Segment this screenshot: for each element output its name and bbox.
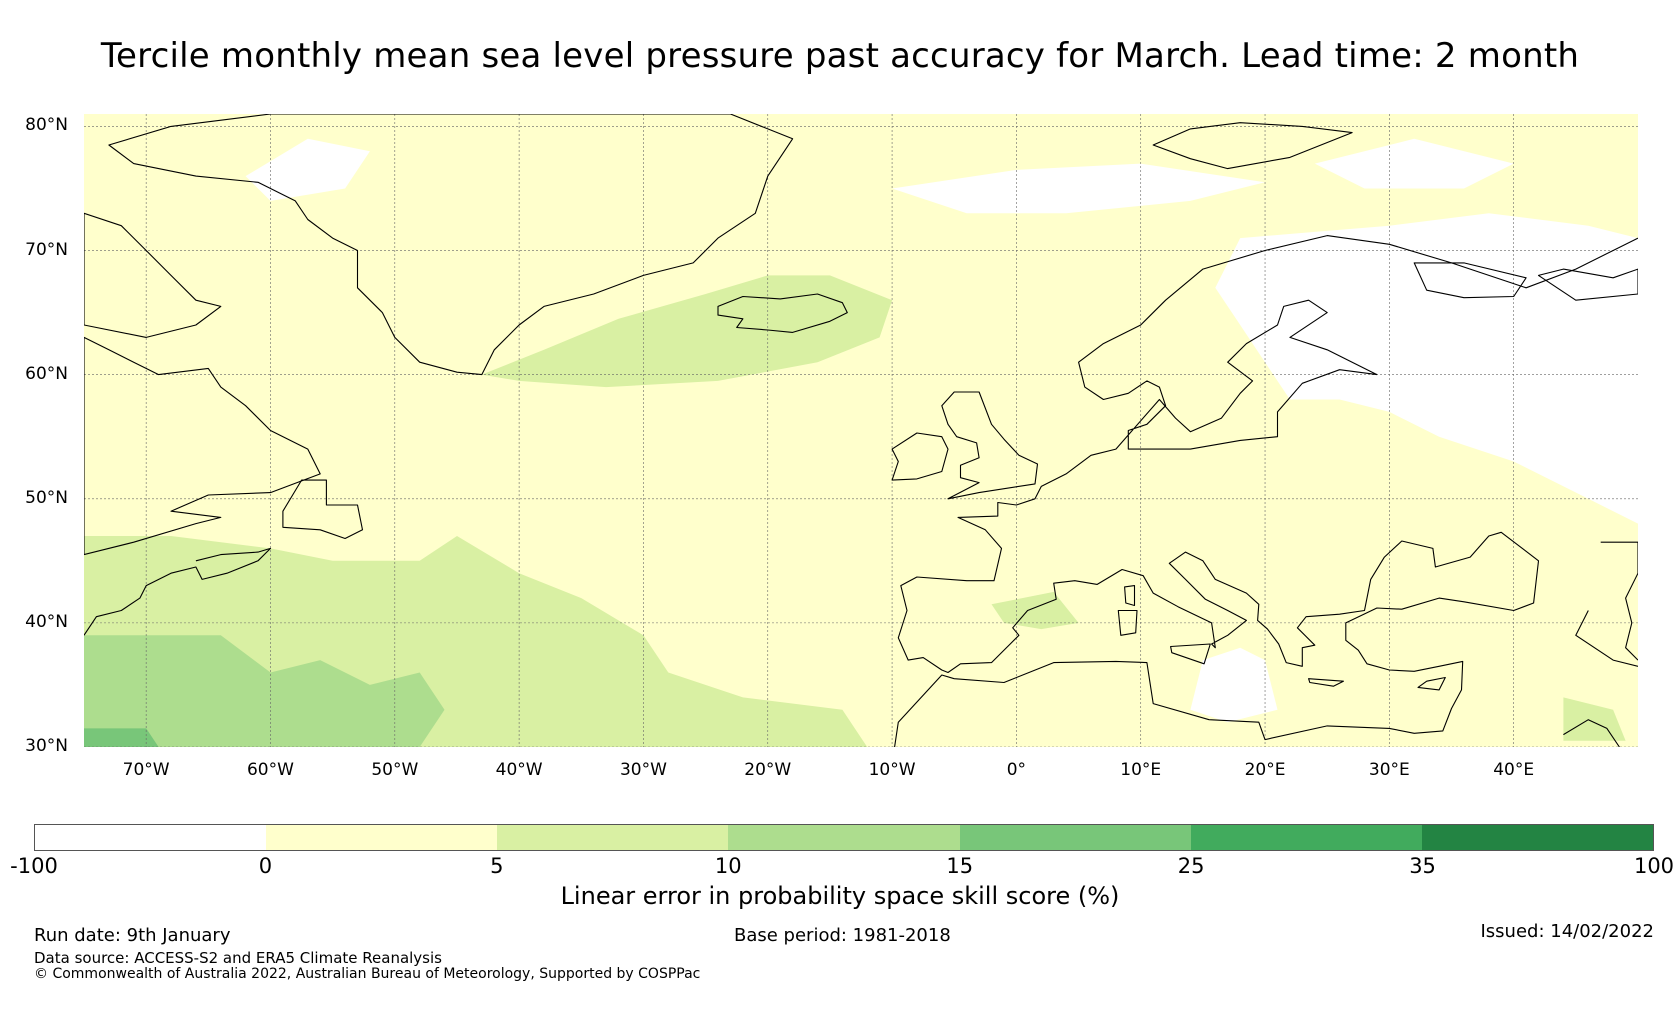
skill-region-subtropical-green <box>84 635 445 747</box>
lon-tick-label: 10°W <box>868 760 916 780</box>
coastline-corsica <box>1124 585 1136 607</box>
data-source: Data source: ACCESS-S2 and ERA5 Climate … <box>34 949 442 967</box>
coastline-baffin <box>84 212 222 338</box>
colorbar-tick-label: 5 <box>490 854 504 878</box>
coastline-ireland <box>891 432 949 481</box>
run-date: Run date: 9th January <box>34 925 231 946</box>
coastline-kola <box>1413 262 1527 299</box>
colorbar-segment <box>959 825 1191 850</box>
lon-tick-label: 30°E <box>1368 760 1410 780</box>
coastline-mid-east-coast <box>1575 610 1638 667</box>
coastline-persian-gulf <box>1563 719 1620 747</box>
coastline-crete <box>1308 678 1344 687</box>
coastline-iceland <box>717 293 848 333</box>
lon-tick-label: 40°W <box>495 760 543 780</box>
lat-tick-label: 30°N <box>25 736 68 756</box>
coastline-great-britain <box>941 391 1039 500</box>
lat-tick-label: 70°N <box>25 239 68 260</box>
colorbar-label: Linear error in probability space skill … <box>560 882 1120 910</box>
no-skill-region-arctic-svalbard <box>892 163 1265 214</box>
colorbar <box>34 824 1654 851</box>
issued-date: Issued: 14/02/2022 <box>1480 921 1654 942</box>
skill-region-iceland-basin <box>481 275 893 388</box>
map-layer <box>84 114 1638 747</box>
lon-tick-label: 70°W <box>122 760 170 780</box>
coastline-newfoundland <box>282 479 364 540</box>
coastline-europe-mainland <box>894 235 1638 747</box>
lat-tick-label: 50°N <box>25 487 68 508</box>
no-skill-region-arctic-barents <box>1314 138 1514 189</box>
base-period: Base period: 1981-2018 <box>734 925 951 946</box>
lat-tick-label: 40°N <box>25 611 68 632</box>
copyright: © Commonwealth of Australia 2022, Austra… <box>34 966 701 982</box>
colorbar-segment <box>497 825 729 850</box>
lon-tick-label: 60°W <box>246 760 294 780</box>
no-skill-region-labrador-north <box>245 138 370 201</box>
coastline-sicily <box>1170 643 1211 665</box>
colorbar-tick-label: 25 <box>1177 854 1205 878</box>
lon-tick-label: 0° <box>1006 760 1027 780</box>
coastline-labrador <box>84 336 321 556</box>
colorbar-tick-label: 15 <box>946 854 974 878</box>
lon-tick-label: 20°W <box>744 760 792 780</box>
skill-region-med-patch <box>991 591 1079 630</box>
lat-tick-label: 60°N <box>25 363 68 384</box>
no-skill-region-scandinavia-russia <box>1215 213 1638 524</box>
lat-tick-label: 80°N <box>25 115 68 136</box>
lon-tick-label: 10°E <box>1120 760 1162 780</box>
colorbar-segment <box>1421 825 1653 850</box>
lon-tick-label: 50°W <box>371 760 419 780</box>
coastline-svalbard <box>1152 122 1353 170</box>
chart-title: Tercile monthly mean sea level pressure … <box>100 36 1580 76</box>
skill-region-blacksea-patch <box>1563 697 1626 741</box>
colorbar-tick-label: 100 <box>1633 854 1675 878</box>
colorbar-tick-label: 0 <box>258 854 273 878</box>
colorbar-tick-label: 10 <box>714 854 742 878</box>
coastline-nova-scotia-coast <box>84 547 272 636</box>
lon-tick-label: 20°E <box>1244 760 1286 780</box>
coastline-greenland <box>108 114 794 376</box>
colorbar-segment <box>728 825 960 850</box>
colorbar-segment <box>1190 825 1422 850</box>
coastline-cyprus <box>1417 676 1446 691</box>
skill-region-deep-green-corner <box>84 728 159 747</box>
colorbar-segment <box>266 825 498 850</box>
colorbar-tick-label: -100 <box>10 854 58 878</box>
lon-tick-label: 30°W <box>619 760 667 780</box>
coastline-sardinia <box>1117 609 1138 636</box>
lon-tick-label: 40°E <box>1493 760 1535 780</box>
no-skill-region-east-med <box>1190 647 1278 723</box>
coastline-novaya-zemlya-south <box>1537 268 1638 301</box>
colorbar-segment <box>35 825 267 850</box>
colorbar-tick-label: 35 <box>1409 854 1436 878</box>
coastline-caspian <box>1600 541 1638 661</box>
